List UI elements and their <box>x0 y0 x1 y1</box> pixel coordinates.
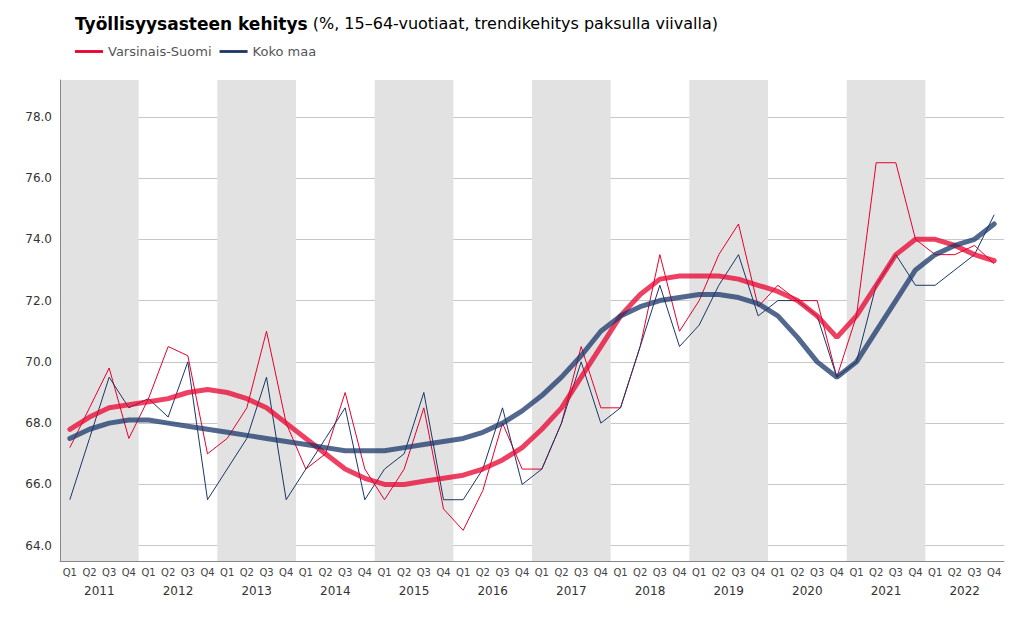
svg-text:Q4: Q4 <box>594 567 608 578</box>
svg-text:Koko maa: Koko maa <box>253 44 317 59</box>
svg-text:Q4: Q4 <box>987 567 1001 578</box>
svg-text:Q4: Q4 <box>515 567 529 578</box>
svg-text:76.0: 76.0 <box>25 171 52 185</box>
svg-text:Q3: Q3 <box>181 567 195 578</box>
svg-text:Q3: Q3 <box>889 567 903 578</box>
svg-text:2012: 2012 <box>163 584 194 598</box>
svg-text:Q1: Q1 <box>535 567 549 578</box>
svg-text:Q1: Q1 <box>377 567 391 578</box>
svg-text:Q2: Q2 <box>712 567 726 578</box>
svg-text:Q3: Q3 <box>417 567 431 578</box>
svg-text:66.0: 66.0 <box>25 477 52 491</box>
svg-text:Q1: Q1 <box>613 567 627 578</box>
svg-text:Q1: Q1 <box>299 567 313 578</box>
svg-text:Q4: Q4 <box>830 567 844 578</box>
svg-text:Q2: Q2 <box>790 567 804 578</box>
svg-text:Q3: Q3 <box>653 567 667 578</box>
svg-text:Q2: Q2 <box>318 567 332 578</box>
svg-text:64.0: 64.0 <box>25 539 52 553</box>
svg-text:2021: 2021 <box>871 584 902 598</box>
svg-text:2014: 2014 <box>320 584 351 598</box>
svg-text:Q3: Q3 <box>967 567 981 578</box>
svg-text:72.0: 72.0 <box>25 294 52 308</box>
svg-text:(%, 15–64-vuotiaat, trendikehi: (%, 15–64-vuotiaat, trendikehitys paksul… <box>308 14 718 33</box>
svg-text:Varsinais-Suomi: Varsinais-Suomi <box>108 44 212 59</box>
svg-text:Q2: Q2 <box>948 567 962 578</box>
svg-text:2016: 2016 <box>477 584 508 598</box>
svg-text:Q4: Q4 <box>672 567 686 578</box>
svg-text:Q2: Q2 <box>633 567 647 578</box>
svg-text:2011: 2011 <box>84 584 115 598</box>
svg-text:Q2: Q2 <box>397 567 411 578</box>
svg-text:Q3: Q3 <box>102 567 116 578</box>
svg-text:70.0: 70.0 <box>25 355 52 369</box>
svg-text:Q4: Q4 <box>200 567 214 578</box>
svg-text:Q4: Q4 <box>908 567 922 578</box>
svg-text:Q1: Q1 <box>456 567 470 578</box>
svg-text:Q1: Q1 <box>220 567 234 578</box>
svg-text:Q2: Q2 <box>240 567 254 578</box>
svg-text:Q1: Q1 <box>63 567 77 578</box>
svg-text:Q3: Q3 <box>259 567 273 578</box>
svg-text:Q3: Q3 <box>810 567 824 578</box>
svg-text:Q1: Q1 <box>771 567 785 578</box>
svg-text:2018: 2018 <box>635 584 666 598</box>
svg-text:2013: 2013 <box>241 584 272 598</box>
svg-text:Q2: Q2 <box>869 567 883 578</box>
svg-text:74.0: 74.0 <box>25 232 52 246</box>
svg-text:Q2: Q2 <box>161 567 175 578</box>
svg-text:Q3: Q3 <box>495 567 509 578</box>
svg-text:Q1: Q1 <box>141 567 155 578</box>
svg-text:78.0: 78.0 <box>25 110 52 124</box>
svg-text:Q4: Q4 <box>358 567 372 578</box>
svg-text:2017: 2017 <box>556 584 587 598</box>
svg-text:2020: 2020 <box>792 584 823 598</box>
svg-text:Työllisyysasteen kehitys: Työllisyysasteen kehitys <box>75 14 308 34</box>
svg-text:Q1: Q1 <box>849 567 863 578</box>
svg-text:Q4: Q4 <box>751 567 765 578</box>
svg-text:2022: 2022 <box>949 584 980 598</box>
svg-text:Q3: Q3 <box>574 567 588 578</box>
svg-text:Q4: Q4 <box>436 567 450 578</box>
svg-text:Q4: Q4 <box>122 567 136 578</box>
svg-text:Q4: Q4 <box>279 567 293 578</box>
svg-text:Q2: Q2 <box>554 567 568 578</box>
svg-text:Q2: Q2 <box>82 567 96 578</box>
svg-text:2015: 2015 <box>399 584 430 598</box>
svg-text:Q3: Q3 <box>338 567 352 578</box>
svg-text:2019: 2019 <box>713 584 744 598</box>
svg-text:Q3: Q3 <box>731 567 745 578</box>
svg-text:Q2: Q2 <box>476 567 490 578</box>
svg-text:Q1: Q1 <box>928 567 942 578</box>
svg-text:68.0: 68.0 <box>25 416 52 430</box>
svg-text:Q1: Q1 <box>692 567 706 578</box>
